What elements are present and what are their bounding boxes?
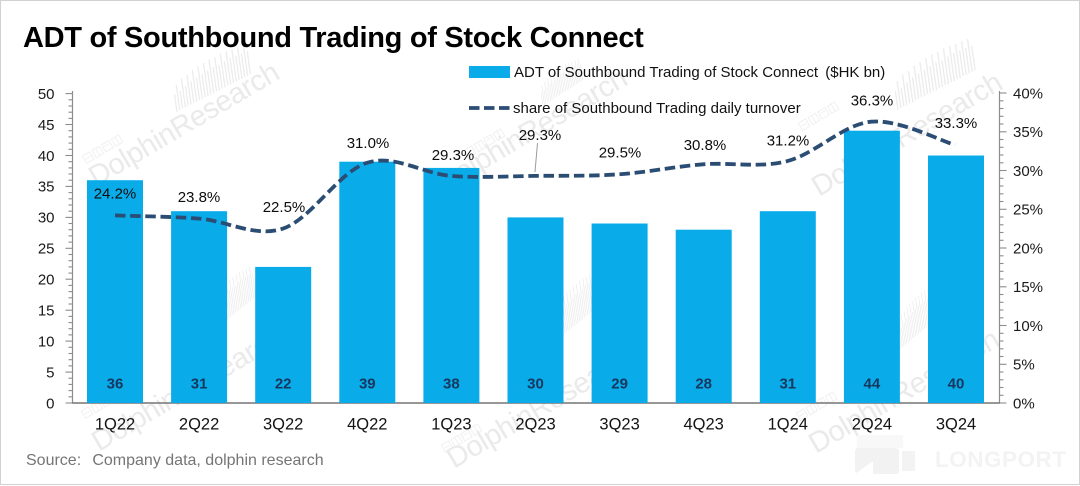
svg-text:40%: 40% — [1013, 85, 1043, 102]
svg-text:0%: 0% — [1013, 395, 1035, 412]
svg-text:3Q23: 3Q23 — [599, 415, 639, 433]
svg-text:22.5%: 22.5% — [263, 199, 306, 216]
svg-text:33.3%: 33.3% — [935, 115, 978, 132]
svg-text:50: 50 — [38, 86, 55, 103]
svg-text:31: 31 — [779, 376, 796, 393]
svg-text:31: 31 — [191, 376, 208, 393]
svg-text:39: 39 — [359, 376, 376, 393]
svg-text:29: 29 — [611, 376, 628, 393]
svg-text:35%: 35% — [1013, 124, 1043, 141]
svg-text:20: 20 — [38, 272, 55, 289]
svg-text:2Q22: 2Q22 — [179, 415, 219, 433]
svg-text:30%: 30% — [1013, 163, 1043, 180]
svg-text:40: 40 — [948, 376, 965, 393]
svg-text:10: 10 — [38, 333, 55, 350]
svg-text:29.3%: 29.3% — [432, 147, 475, 164]
svg-text:24.2%: 24.2% — [94, 185, 137, 202]
svg-text:5%: 5% — [1013, 357, 1035, 374]
svg-text:29.5%: 29.5% — [599, 144, 642, 161]
svg-text:23.8%: 23.8% — [178, 189, 221, 206]
svg-text:36.3%: 36.3% — [851, 92, 894, 109]
svg-text:30: 30 — [527, 376, 544, 393]
svg-text:22: 22 — [275, 376, 292, 393]
svg-text:15: 15 — [38, 303, 55, 320]
svg-text:share of Southbound Trading da: share of Southbound Trading daily turnov… — [513, 100, 801, 117]
svg-text:3Q22: 3Q22 — [263, 415, 303, 433]
svg-text:35: 35 — [38, 179, 55, 196]
svg-text:38: 38 — [443, 376, 460, 393]
svg-text:25%: 25% — [1013, 202, 1043, 219]
svg-text:30: 30 — [38, 210, 55, 227]
svg-text:30.8%: 30.8% — [684, 137, 727, 154]
svg-text:1Q24: 1Q24 — [768, 415, 808, 433]
svg-text:20%: 20% — [1013, 240, 1043, 257]
svg-text:LONGPORT: LONGPORT — [935, 447, 1067, 472]
svg-text:36: 36 — [107, 376, 124, 393]
svg-text:ADT of Southbound Trading of S: ADT of Southbound Trading of Stock Conne… — [514, 64, 885, 81]
svg-text:3Q24: 3Q24 — [936, 415, 976, 433]
svg-text:2Q24: 2Q24 — [852, 415, 892, 433]
svg-text:4Q22: 4Q22 — [347, 415, 387, 433]
svg-text:5: 5 — [46, 364, 54, 381]
svg-text:44: 44 — [864, 376, 881, 393]
svg-text:0: 0 — [46, 395, 54, 412]
svg-text:31.2%: 31.2% — [767, 132, 810, 149]
svg-text:25: 25 — [38, 241, 55, 258]
svg-text:45: 45 — [38, 117, 55, 134]
svg-text:1Q22: 1Q22 — [95, 415, 135, 433]
svg-text:40: 40 — [38, 148, 55, 165]
svg-text:1Q23: 1Q23 — [431, 415, 471, 433]
svg-text:4Q23: 4Q23 — [684, 415, 724, 433]
svg-text:2Q23: 2Q23 — [515, 415, 555, 433]
svg-text:29.3%: 29.3% — [519, 127, 562, 144]
svg-text:28: 28 — [695, 376, 712, 393]
svg-text:31.0%: 31.0% — [347, 135, 390, 152]
svg-text:10%: 10% — [1013, 318, 1043, 335]
svg-text:15%: 15% — [1013, 279, 1043, 296]
